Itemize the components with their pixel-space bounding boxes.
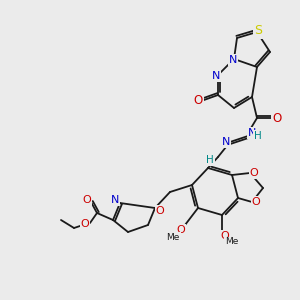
Text: O: O	[194, 94, 202, 106]
Text: S: S	[254, 25, 262, 38]
Text: N: N	[111, 195, 119, 205]
Text: O: O	[220, 231, 230, 241]
Text: N: N	[222, 137, 230, 147]
Text: Me: Me	[166, 232, 180, 242]
Text: O: O	[177, 225, 185, 235]
Text: H: H	[254, 131, 262, 141]
Text: N: N	[248, 128, 256, 138]
Text: H: H	[206, 155, 214, 165]
Text: O: O	[81, 219, 89, 229]
Text: O: O	[156, 206, 164, 216]
Text: Me: Me	[225, 238, 239, 247]
Text: O: O	[272, 112, 282, 124]
Text: N: N	[229, 55, 237, 65]
Text: O: O	[250, 168, 258, 178]
Text: O: O	[252, 197, 260, 207]
Text: N: N	[212, 71, 220, 81]
Text: O: O	[82, 195, 91, 205]
